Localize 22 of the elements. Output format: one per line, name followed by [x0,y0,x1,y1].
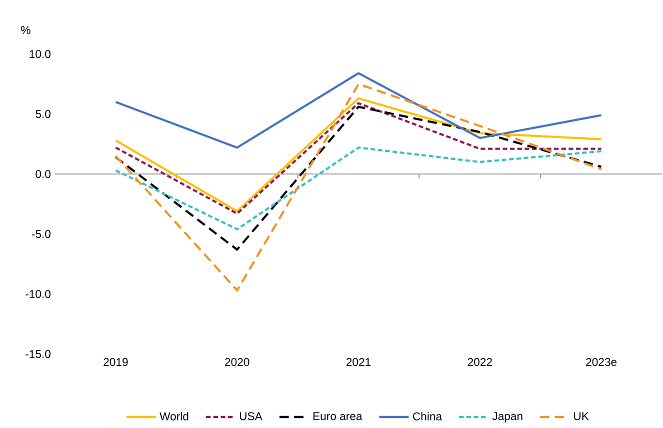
y-tick-label: -10.0 [26,290,51,298]
x-tick-label: 2022 [468,358,492,366]
y-tick-label: 0.0 [36,170,51,178]
x-tick-label: 2021 [346,358,371,366]
legend-label: Japan [492,412,522,422]
legend-label: World [160,412,188,420]
line-series [114,146,602,230]
line-series [114,72,602,149]
y-axis-title: % [21,26,30,34]
x-tick-label: 2023e [586,358,617,366]
y-tick-label: 10.0 [30,50,51,58]
line-series [114,82,602,292]
y-tick-label: -5.0 [32,230,51,238]
y-tick-label: -15.0 [26,350,51,358]
x-tick-label: 2020 [225,358,250,366]
line-series [114,106,602,251]
legend-label: China [413,412,442,420]
x-tick-label: 2019 [104,358,128,366]
legend-label: UK [574,412,589,420]
y-tick-label: 5.0 [36,110,51,118]
legend-label: USA [240,412,262,420]
legend-label: Euro area [313,412,362,420]
